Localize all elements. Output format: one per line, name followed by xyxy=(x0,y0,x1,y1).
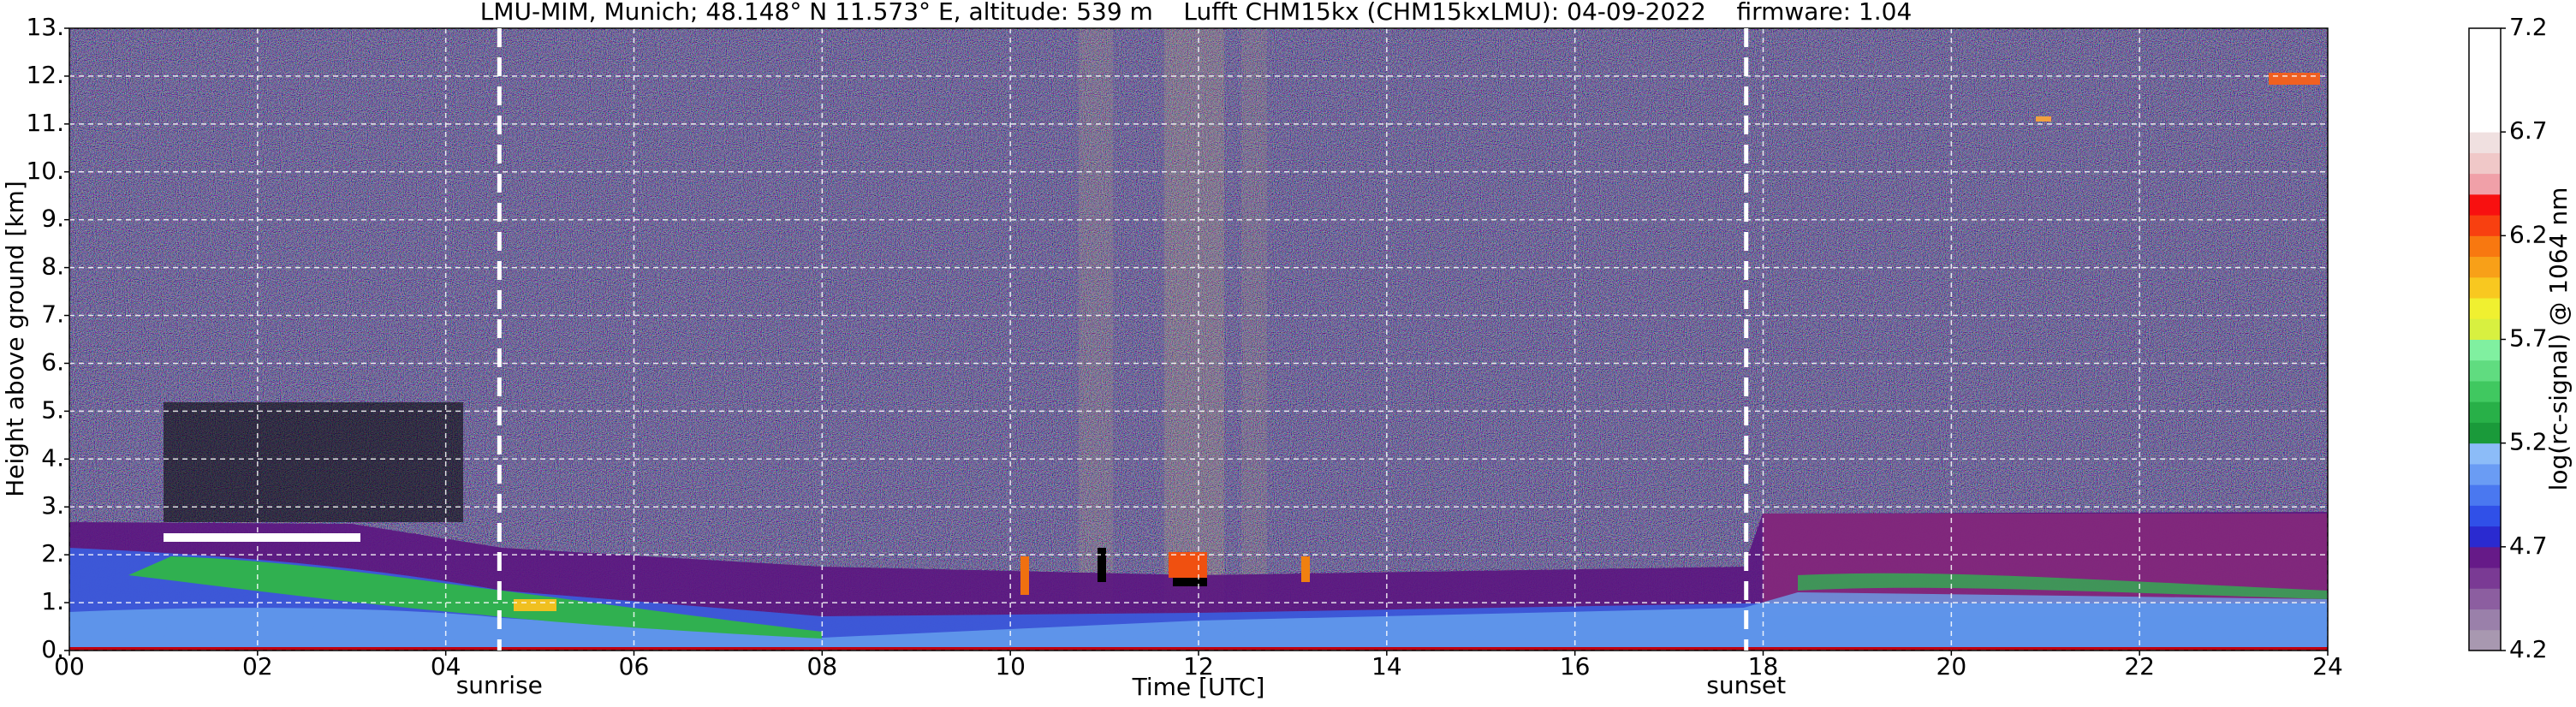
colorbar-segment xyxy=(2469,609,2501,631)
colorbar-segment xyxy=(2469,173,2501,195)
heatmap-cloud xyxy=(164,533,360,542)
heatmap-cloud xyxy=(1098,548,1106,582)
colorbar-segment xyxy=(2469,567,2501,589)
heatmap-cloud xyxy=(514,599,556,611)
colorbar-segment xyxy=(2469,443,2501,465)
y-tick-label: 9. xyxy=(41,205,64,233)
x-tick-label: 02 xyxy=(242,652,273,680)
y-tick-label: 7. xyxy=(41,300,64,329)
y-tick-label: 12. xyxy=(26,61,64,89)
x-tick-label: 18 xyxy=(1748,652,1779,680)
chart-title: LMU-MIM, Munich; 48.148° N 11.573° E, al… xyxy=(480,0,1913,26)
colorbar-tick-label: 7.2 xyxy=(2509,13,2548,41)
colorbar-tick-label: 4.7 xyxy=(2509,532,2548,560)
colorbar-segment xyxy=(2469,28,2501,50)
heatmap-cloud xyxy=(1301,556,1310,582)
y-tick-label: 5. xyxy=(41,395,64,424)
colorbar-segment xyxy=(2469,132,2501,153)
y-tick-label: 8. xyxy=(41,253,64,281)
x-tick-label: 10 xyxy=(995,652,1026,680)
colorbar-segment xyxy=(2469,463,2501,485)
colorbar-tick-label: 5.2 xyxy=(2509,428,2548,456)
annotation-label: sunset xyxy=(1706,671,1786,699)
x-tick-label: 14 xyxy=(1371,652,1402,680)
colorbar-tick-label: 5.7 xyxy=(2509,324,2548,353)
colorbar-segment xyxy=(2469,298,2501,319)
colorbar-segment xyxy=(2469,505,2501,527)
x-tick-label: 08 xyxy=(807,652,838,680)
colorbar-segment xyxy=(2469,401,2501,423)
x-tick-label: 20 xyxy=(1936,652,1967,680)
heatmap-cloud xyxy=(1173,578,1207,586)
colorbar-segment xyxy=(2469,588,2501,610)
colorbar-segment xyxy=(2469,318,2501,340)
colorbar-segment xyxy=(2469,422,2501,444)
colorbar-segment xyxy=(2469,276,2501,299)
colorbar-tick-label: 6.2 xyxy=(2509,220,2548,248)
heatmap-streak xyxy=(1164,28,1224,627)
colorbar-segment xyxy=(2469,629,2501,651)
colorbar-segment xyxy=(2469,49,2501,70)
colorbar-segment xyxy=(2469,359,2501,382)
y-tick-label: 1. xyxy=(41,587,64,615)
y-tick-label: 11. xyxy=(26,109,64,137)
y-tick-label: 2. xyxy=(41,539,64,567)
x-tick-label: 16 xyxy=(1560,652,1591,680)
colorbar-segment xyxy=(2469,380,2501,402)
annotation-label: sunrise xyxy=(456,671,543,699)
y-tick-label: 0. xyxy=(41,635,64,663)
y-tick-label: 13. xyxy=(26,13,64,41)
colorbar-segment xyxy=(2469,484,2501,506)
y-tick-label: 10. xyxy=(26,157,64,185)
colorbar-segment xyxy=(2469,152,2501,175)
colorbar-segment xyxy=(2469,235,2501,258)
colorbar-tick-label: 6.7 xyxy=(2509,116,2548,145)
y-tick-label: 6. xyxy=(41,348,64,376)
colorbar-segment xyxy=(2469,256,2501,278)
colorbar-segment xyxy=(2469,546,2501,568)
x-tick-label: 04 xyxy=(431,652,461,680)
y-axis-label: Height above ground [km] xyxy=(1,181,29,497)
x-axis-label: Time [UTC] xyxy=(1132,673,1265,701)
x-tick-label: 24 xyxy=(2312,652,2343,680)
x-tick-label: 12 xyxy=(1183,652,1214,680)
heatmap-dark-region xyxy=(164,402,463,522)
heatmap-streak xyxy=(1079,28,1113,627)
heatmap-cloud xyxy=(1020,556,1029,595)
heatmap-streak xyxy=(1241,28,1267,627)
colorbar-segment xyxy=(2469,526,2501,548)
colorbar-segment xyxy=(2469,110,2501,133)
y-tick-label: 3. xyxy=(41,491,64,520)
colorbar-segment xyxy=(2469,339,2501,361)
x-tick-label: 22 xyxy=(2124,652,2155,680)
y-tick-label: 4. xyxy=(41,443,64,472)
x-tick-label: 06 xyxy=(619,652,650,680)
heatmap-cloud xyxy=(1169,552,1207,578)
colorbar-segment xyxy=(2469,90,2501,112)
heatmap-cloud xyxy=(2036,116,2051,122)
colorbar-segment xyxy=(2469,215,2501,236)
colorbar-segment xyxy=(2469,69,2501,92)
heatmap-layer xyxy=(128,556,822,639)
x-tick-label: 00 xyxy=(54,652,85,680)
heatmap-cloud xyxy=(2269,73,2320,85)
colorbar-label: log(rc-signal) @ 1064 nm xyxy=(2544,187,2573,491)
colorbar-segment xyxy=(2469,193,2501,216)
heatmap-layer xyxy=(1798,573,2328,599)
colorbar-tick-label: 4.2 xyxy=(2509,635,2548,663)
